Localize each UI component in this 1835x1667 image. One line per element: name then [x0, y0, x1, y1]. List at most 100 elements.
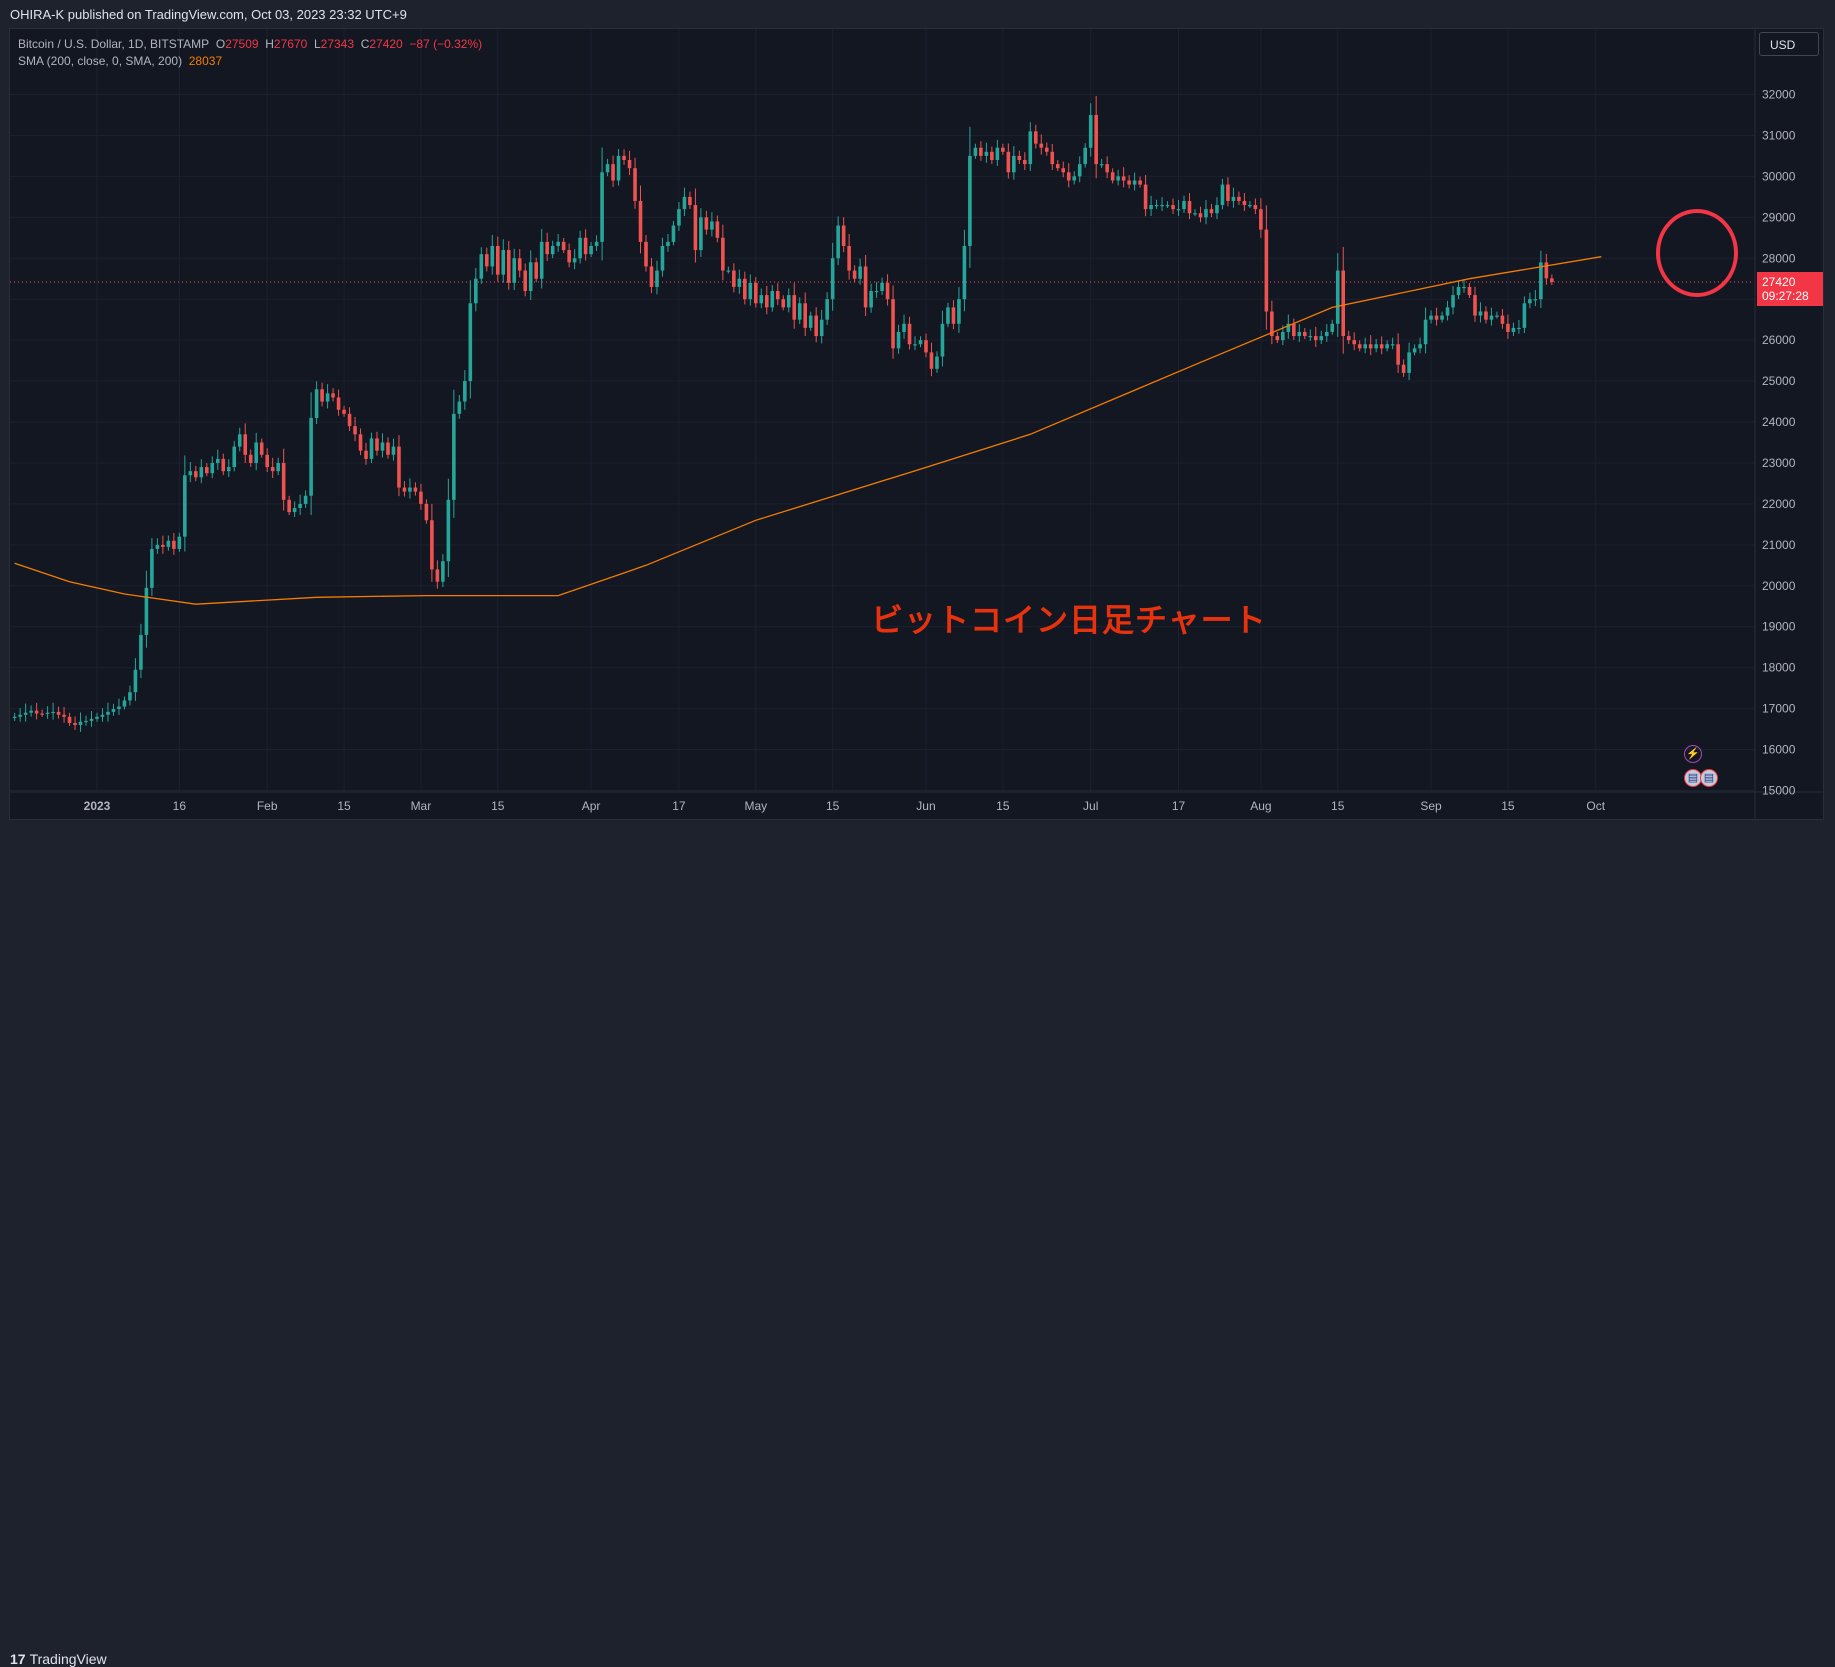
candle-body — [737, 278, 742, 287]
candle-body — [1264, 229, 1269, 312]
x-tick-label: 2023 — [84, 799, 111, 813]
candle-body — [78, 721, 83, 725]
candle-body — [1467, 286, 1472, 296]
candle-body — [430, 520, 434, 570]
high-value: 27670 — [273, 37, 308, 51]
x-tick-label: 17 — [1172, 799, 1186, 813]
candle-body — [177, 536, 182, 549]
candle-body — [1132, 180, 1137, 185]
candle-body — [951, 307, 956, 324]
tradingview-brand[interactable]: 17 TradingView — [10, 1651, 107, 1667]
x-tick-label: Jun — [916, 799, 935, 813]
candle-body — [1044, 147, 1049, 152]
close-value: 27420 — [369, 37, 403, 51]
candle-body — [1434, 315, 1439, 320]
candle-body — [474, 278, 478, 304]
x-tick-label: 15 — [996, 799, 1010, 813]
candle-body — [622, 155, 626, 161]
candle-body — [902, 323, 906, 332]
candle-body — [1220, 184, 1225, 206]
candle-body — [325, 393, 330, 402]
candle-body — [1121, 176, 1126, 181]
candle-body — [419, 491, 423, 504]
candle-body — [1012, 155, 1016, 173]
x-tick-label: 15 — [491, 799, 505, 813]
candle-body — [336, 397, 341, 410]
candlestick-chart[interactable]: 15000 16000 17000 18000 19000 20000 21000 22000… — [0, 0, 1835, 855]
x-tick-label: Oct — [1586, 799, 1605, 813]
y-tick-label: 16000 — [1762, 743, 1796, 757]
candle-body — [369, 438, 374, 459]
candle-body — [34, 710, 39, 714]
candle-body — [836, 225, 840, 259]
candle-body — [1023, 160, 1027, 165]
candle-body — [67, 716, 72, 723]
x-tick-label: Sep — [1420, 799, 1442, 813]
candle-body — [913, 344, 917, 346]
candle-body — [1039, 143, 1044, 148]
candle-body — [254, 442, 259, 463]
y-tick-label: 32000 — [1762, 88, 1796, 102]
candle-body — [847, 245, 851, 271]
candle-body — [841, 225, 846, 246]
candle-body — [106, 711, 110, 715]
candle-body — [62, 714, 66, 717]
sma-label[interactable]: SMA (200, close, 0, SMA, 200) — [18, 54, 183, 68]
candle-body — [754, 282, 758, 304]
candle-body — [1390, 344, 1395, 346]
candle-body — [259, 442, 264, 455]
candle-body — [1368, 344, 1373, 349]
x-tick-label: Jul — [1083, 799, 1098, 813]
candle-body — [122, 700, 127, 707]
candle-body — [457, 401, 462, 414]
candle-body — [666, 241, 670, 246]
candle-body — [1533, 299, 1538, 301]
y-tick-label: 15000 — [1762, 784, 1796, 798]
candle-body — [353, 426, 357, 435]
candle-body — [880, 282, 884, 292]
candle-body — [1379, 344, 1384, 349]
candle-body — [627, 160, 632, 169]
symbol-label[interactable]: Bitcoin / U.S. Dollar, 1D, BITSTAMP — [18, 37, 210, 51]
candle-body — [501, 250, 506, 275]
candle-body — [644, 241, 648, 267]
candle-body — [375, 438, 379, 451]
candle-body — [468, 303, 473, 382]
candle-body — [1237, 196, 1241, 201]
sma-200-line — [14, 256, 1602, 605]
candle-body — [188, 471, 193, 476]
candle-body — [1105, 164, 1109, 173]
candle-body — [523, 270, 528, 292]
candle-body — [1478, 311, 1483, 316]
candle-body — [12, 716, 17, 719]
candle-body — [1242, 200, 1247, 206]
candle-body — [1456, 286, 1461, 296]
candle-body — [331, 393, 335, 398]
candle-body — [633, 168, 637, 201]
candle-body — [287, 499, 291, 513]
candle-body — [534, 262, 538, 279]
candle-body — [452, 413, 456, 500]
close-label: C — [360, 37, 370, 51]
candle-body — [1292, 323, 1296, 337]
brand-name: TradingView — [29, 1651, 107, 1667]
candle-body — [611, 164, 615, 181]
candle-body — [759, 295, 764, 304]
lightning-event-icon[interactable]: ⚡ — [1684, 745, 1702, 763]
us-flag-event-icon[interactable]: ▤ — [1700, 769, 1718, 787]
candle-body — [172, 540, 176, 549]
candle-body — [133, 669, 138, 693]
candle-body — [1088, 114, 1093, 148]
candle-body — [1275, 336, 1280, 341]
ohlc-row: Bitcoin / U.S. Dollar, 1D, BITSTAMP O275… — [18, 36, 482, 53]
candle-body — [1517, 327, 1521, 330]
candle-body — [874, 291, 879, 293]
currency-button[interactable]: USD — [1759, 32, 1819, 56]
sma-value: 28037 — [188, 54, 223, 68]
candle-body — [435, 569, 440, 582]
candle-body — [73, 722, 77, 725]
candle-body — [100, 714, 105, 717]
candle-body — [1215, 205, 1219, 214]
candle-body — [1055, 164, 1060, 169]
x-tick-label: 15 — [1501, 799, 1515, 813]
